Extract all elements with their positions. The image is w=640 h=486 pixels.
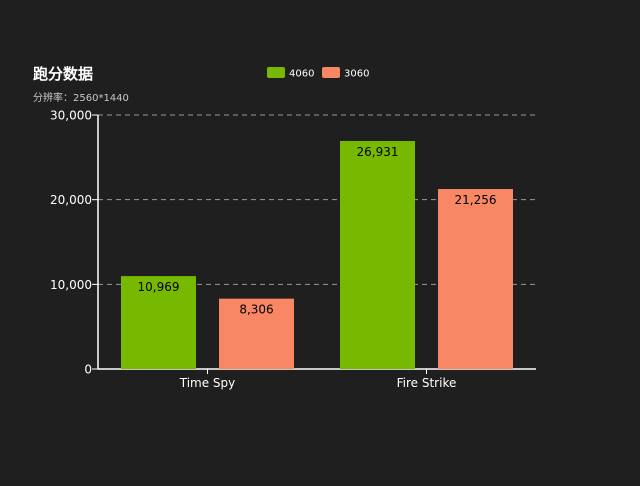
data-label: 8,306 [239,303,273,317]
bar-3060-1 [438,189,513,369]
legend-swatch-3060 [322,67,340,78]
y-tick-label: 30,000 [50,109,92,123]
data-label: 21,256 [455,193,497,207]
legend-label-4060: 4060 [289,69,314,80]
bar-3060-0 [219,298,294,369]
x-tick-label: Time Spy [179,376,236,390]
x-tick-label: Fire Strike [397,376,457,390]
bar-4060-1 [340,140,415,369]
chart-subtitle: 分辨率：2560*1440 [33,93,129,104]
data-label: 10,969 [138,280,180,294]
chart-title: 跑分数据 [33,65,94,83]
y-tick-label: 10,000 [50,278,92,292]
bar-4060-0 [121,276,196,369]
y-tick-label: 20,000 [50,193,92,207]
data-label: 26,931 [357,145,399,159]
legend-label-3060: 3060 [344,69,369,80]
y-tick-label: 0 [84,363,92,377]
legend-swatch-4060 [267,67,285,78]
